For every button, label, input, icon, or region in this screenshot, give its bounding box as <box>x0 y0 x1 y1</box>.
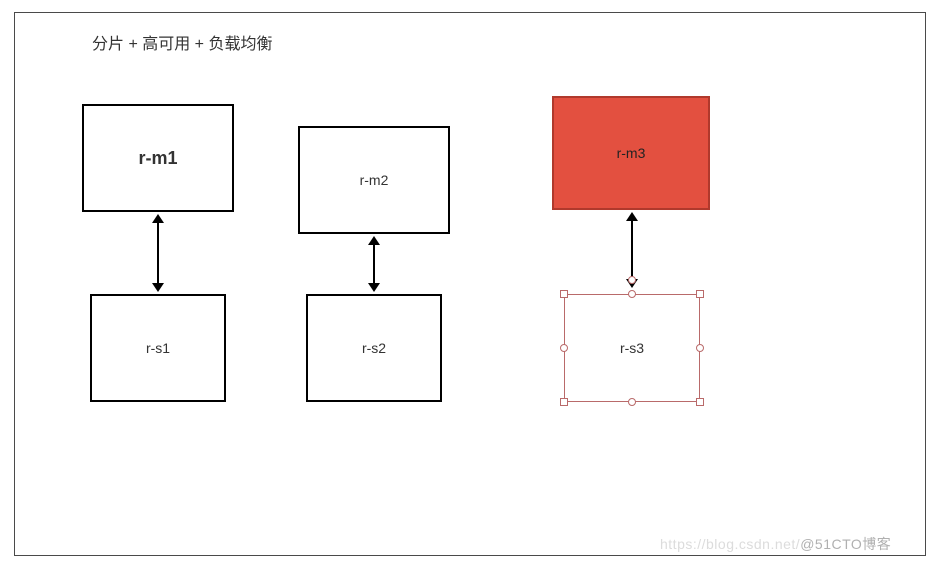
node-r-s1-label: r-s1 <box>146 340 170 356</box>
watermark-url: https://blog.csdn.net/ <box>660 536 800 552</box>
node-r-m1-label: r-m1 <box>138 148 177 169</box>
watermark: https://blog.csdn.net/@51CTO博客 <box>660 534 891 554</box>
node-r-m2[interactable]: r-m2 <box>298 126 450 234</box>
selection-handle-mid[interactable] <box>628 290 636 298</box>
arrow-m2-s2 <box>362 234 386 294</box>
selection-handle-corner[interactable] <box>696 290 704 298</box>
node-r-m3[interactable]: r-m3 <box>552 96 710 210</box>
watermark-credit: @51CTO博客 <box>800 536 891 552</box>
selection-handle-corner[interactable] <box>696 398 704 406</box>
arrow-m1-s1 <box>146 212 170 294</box>
node-r-m1[interactable]: r-m1 <box>82 104 234 212</box>
selection-handle-corner[interactable] <box>560 290 568 298</box>
diagram-canvas: 分片 + 高可用 + 负载均衡 r-m1 r-m2 r-m3 r-s1 r-s2… <box>0 0 938 568</box>
node-r-s2-label: r-s2 <box>362 340 386 356</box>
node-r-s3-label: r-s3 <box>620 340 644 356</box>
node-r-m3-label: r-m3 <box>617 145 646 161</box>
node-r-s2[interactable]: r-s2 <box>306 294 442 402</box>
diagram-title: 分片 + 高可用 + 负载均衡 <box>92 30 272 54</box>
selection-handle-mid[interactable] <box>628 276 636 284</box>
node-r-m2-label: r-m2 <box>360 172 389 188</box>
selection-handle-corner[interactable] <box>560 398 568 406</box>
node-r-s3[interactable]: r-s3 <box>564 294 700 402</box>
selection-handle-mid[interactable] <box>560 344 568 352</box>
selection-handle-mid[interactable] <box>696 344 704 352</box>
node-r-s1[interactable]: r-s1 <box>90 294 226 402</box>
selection-handle-mid[interactable] <box>628 398 636 406</box>
